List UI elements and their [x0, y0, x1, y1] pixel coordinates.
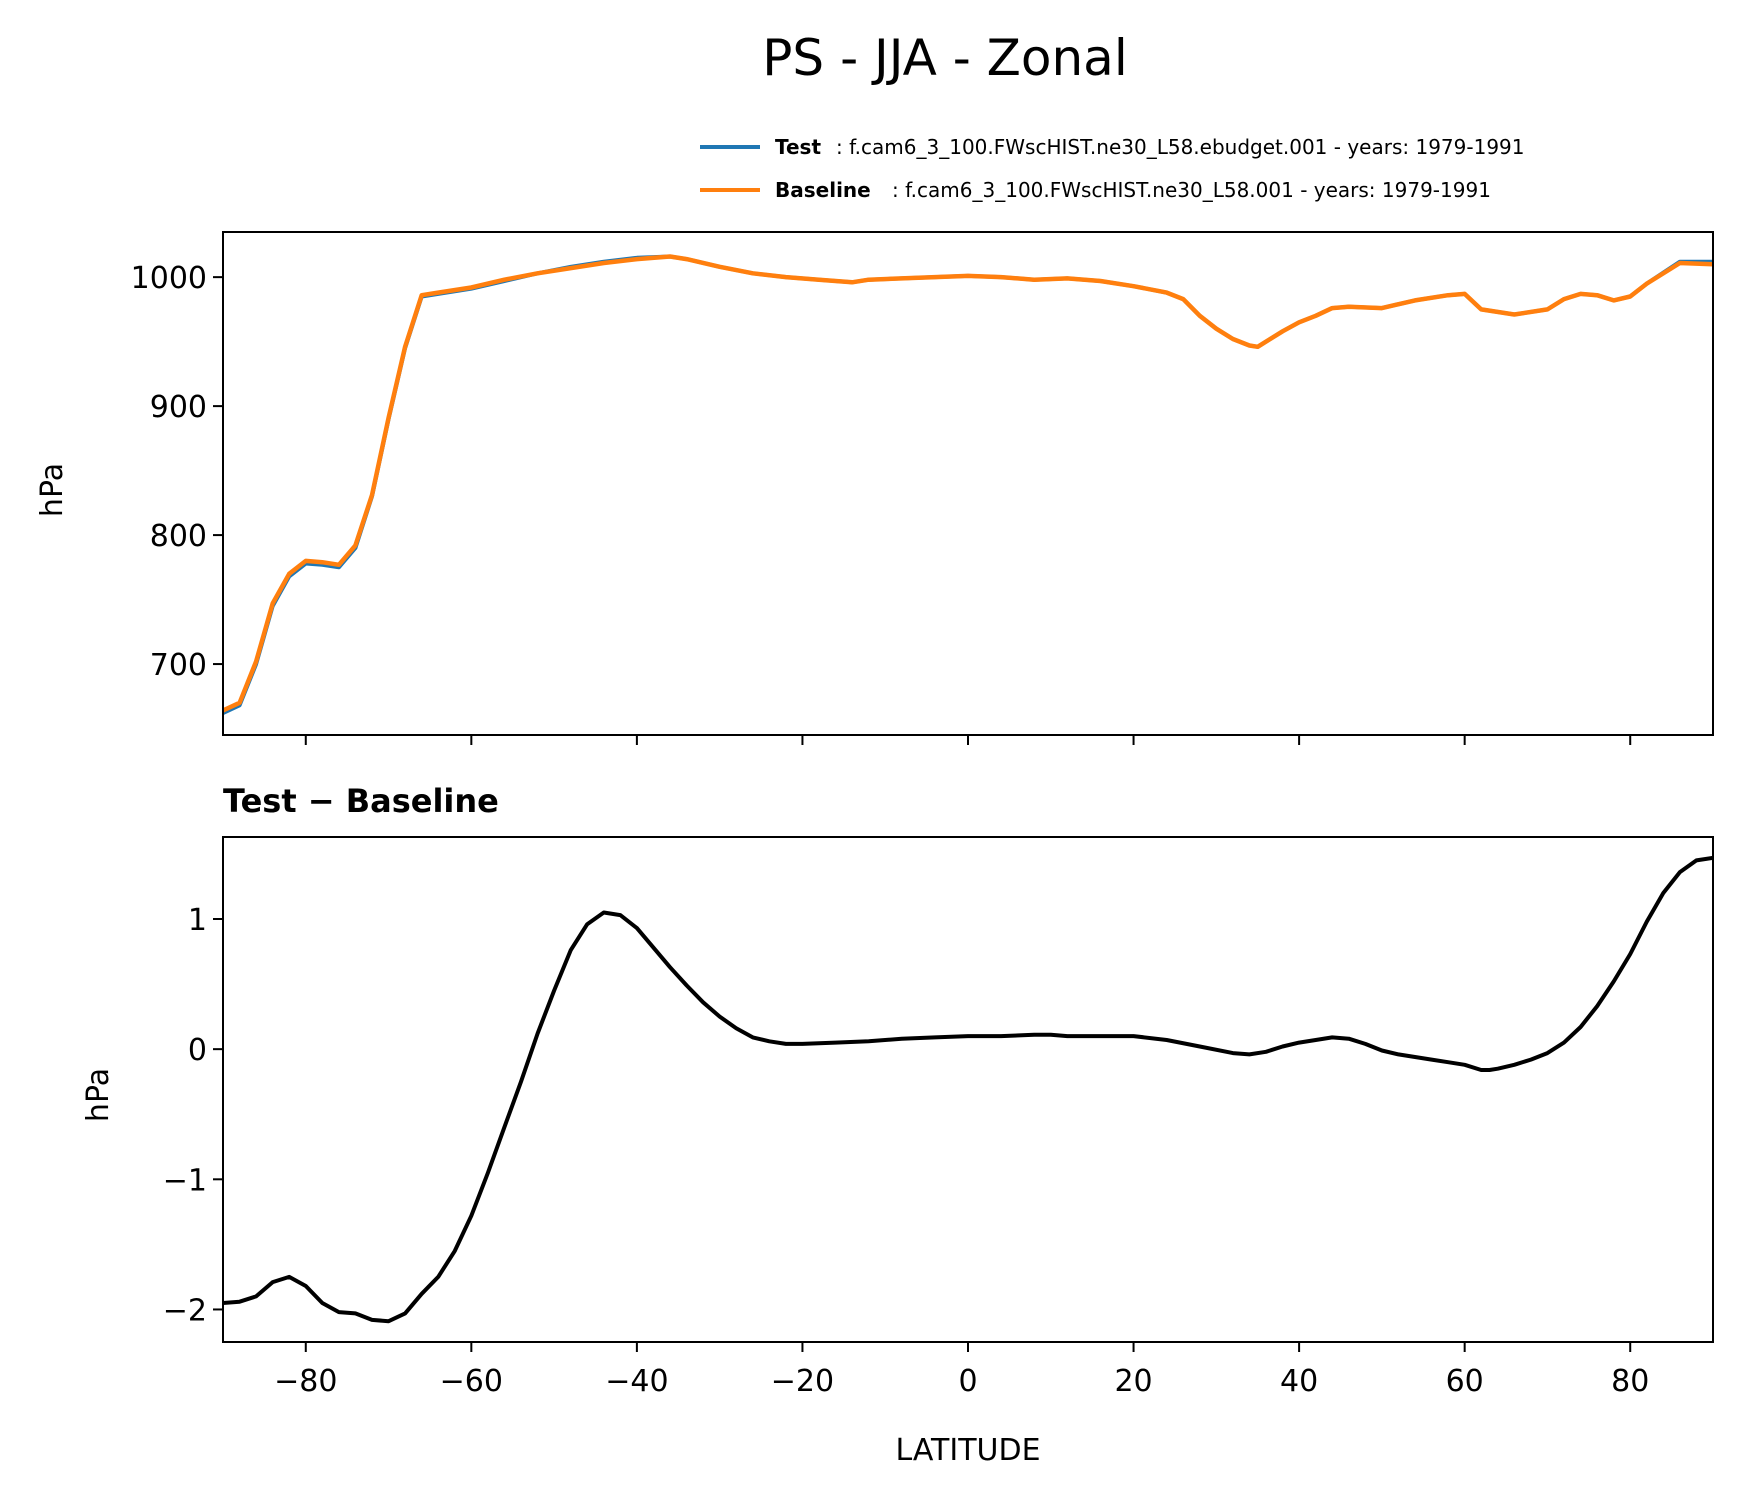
ytick-label: 1000: [131, 261, 207, 296]
ytick-label: 900: [150, 390, 207, 425]
series-line-test-baseline: [223, 855, 1713, 1324]
top-panel: 700 800 900 1000 hPa: [35, 231, 1714, 745]
bottom-yticks: −2 −1 0 1: [163, 903, 223, 1328]
xtick-label: 40: [1280, 1364, 1318, 1399]
xtick-label: 80: [1611, 1364, 1649, 1399]
legend-baseline-label: Baseline: [775, 178, 871, 202]
xtick-label: 0: [958, 1364, 977, 1399]
xtick-label: −60: [440, 1364, 503, 1399]
xtick-label: 60: [1446, 1364, 1484, 1399]
legend-test-label: Test: [775, 135, 821, 159]
xtick-label: −80: [274, 1364, 337, 1399]
top-xticks: [304, 735, 1632, 745]
ytick-label: −1: [163, 1163, 207, 1198]
legend-test-text: : f.cam6_3_100.FWscHIST.ne30_L58.ebudget…: [836, 135, 1525, 159]
top-ylabel: hPa: [35, 463, 70, 517]
bottom-subtitle: Test − Baseline: [223, 782, 499, 820]
series-line-test: [223, 254, 1713, 715]
bottom-ylabel: hPa: [81, 1068, 116, 1122]
xtick-label: −20: [771, 1364, 834, 1399]
top-series-group: [223, 254, 1713, 715]
xtick-label: −40: [605, 1364, 668, 1399]
ytick-label: 700: [150, 648, 207, 683]
figure-title: PS - JJA - Zonal: [762, 29, 1127, 87]
bottom-xlabel: LATITUDE: [895, 1433, 1040, 1468]
legend-baseline-text: : f.cam6_3_100.FWscHIST.ne30_L58.001 - y…: [892, 178, 1491, 202]
top-axes-frame: [222, 231, 1714, 736]
bottom-xticks: −80 −60 −40 −20 0 20 40 60 80: [274, 1342, 1649, 1399]
xtick-label: 20: [1114, 1364, 1152, 1399]
ytick-label: 1: [188, 903, 207, 938]
ytick-label: −2: [163, 1293, 207, 1328]
ytick-label: 0: [188, 1033, 207, 1068]
legend: Test : f.cam6_3_100.FWscHIST.ne30_L58.eb…: [700, 135, 1525, 202]
bottom-panel: Test − Baseline −2 −1 0 1 −80 −60 −40 −20 0 20 40…: [81, 782, 1714, 1468]
top-yticks: 700 800 900 1000: [131, 261, 223, 683]
bottom-series-group: [223, 855, 1713, 1324]
ytick-label: 800: [150, 519, 207, 554]
series-line-baseline: [223, 254, 1713, 713]
